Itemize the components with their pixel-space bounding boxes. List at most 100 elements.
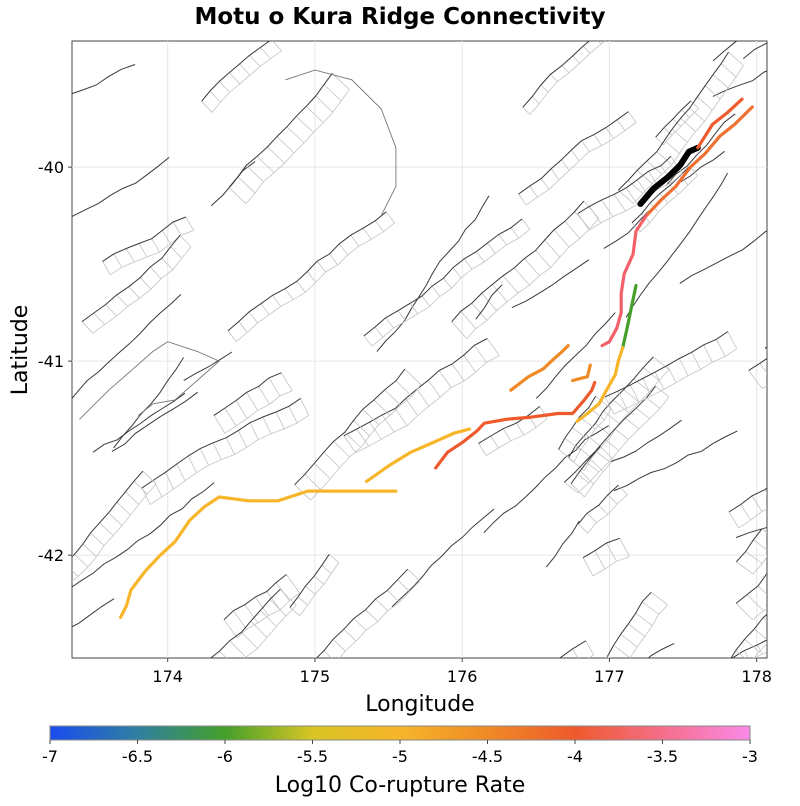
fault-patch-divider (765, 574, 767, 576)
fault-patch-divider (628, 623, 646, 637)
coastline (79, 341, 221, 420)
fault-patch-divider (656, 151, 673, 166)
fault-patch-divider (235, 400, 248, 419)
fault-patch-divider (407, 568, 421, 582)
fault-patch-divider (720, 665, 725, 674)
fault-patch-divider (362, 227, 372, 240)
fault-patch-divider (384, 389, 401, 406)
fault-trace (625, 172, 729, 318)
fault-trace (376, 195, 490, 352)
fault-patch-divider (728, 51, 744, 66)
fault-patch-divider (583, 200, 600, 219)
fault-patch-divider (262, 416, 272, 434)
fault-patch-divider (452, 267, 462, 279)
colorbar-ticks: -7 -6.5 -6 -5.5 -5 -4.5 -4 -3.5 -3 (42, 740, 758, 766)
fault-patch-divider (268, 377, 281, 397)
fault-patch-divider (572, 55, 580, 64)
fault-patch-divider (754, 628, 767, 641)
fault-patch-divider (595, 396, 612, 409)
fault-patch-divider (314, 463, 331, 480)
x-tick-label: 178 (741, 667, 772, 686)
fault-patch-divider (617, 485, 628, 496)
fault-patch-divider (650, 591, 668, 606)
fault-patch-divider (284, 288, 294, 300)
fault-trace (451, 200, 585, 323)
fault-patch-divider (630, 384, 640, 403)
fault-patch-divider (478, 443, 487, 456)
fault-patch-divider (584, 461, 600, 473)
fault-trace (72, 64, 136, 95)
fault-patch-divider (225, 437, 235, 455)
plot-area (71, 40, 768, 659)
fault-patch-divider (529, 185, 538, 198)
fault-trace (72, 294, 182, 400)
fault-patch-divider (185, 216, 195, 231)
colorbar (49, 725, 751, 741)
fault-patch-divider (614, 428, 629, 440)
fault-patch-divider (635, 407, 650, 420)
fault-patch-divider (777, 341, 790, 357)
fault-patch-divider (108, 512, 123, 526)
fault-patch-divider (344, 431, 362, 448)
fault-patch-divider (732, 657, 733, 658)
fault-patch-divider (625, 7, 632, 14)
fault-patch-edge (371, 228, 531, 347)
fault-patch-divider (793, 341, 800, 359)
fault-patch-edge (613, 348, 737, 415)
fault-patch-divider (305, 106, 324, 123)
fault-trace (564, 385, 656, 483)
fault-trace (748, 357, 767, 371)
fault-patch-divider (74, 554, 89, 568)
fault-patch-divider (421, 295, 431, 307)
fault-patch-divider (151, 238, 160, 253)
fault-patch-divider (548, 667, 556, 681)
fault-trace (647, 642, 675, 658)
fault-patch-divider (405, 398, 419, 416)
fault-trace (604, 331, 729, 398)
fault-trace (522, 41, 590, 108)
fault-patch-edge (752, 555, 767, 575)
rupture-yellow-main (119, 489, 398, 619)
fault-trace (559, 640, 587, 658)
fault-patch-divider (761, 528, 767, 534)
fault-patch-divider (558, 449, 575, 463)
fault-patch-divider (397, 310, 407, 322)
fault-patch-divider (286, 574, 300, 594)
fault-patch-divider (197, 669, 213, 685)
fault-patch-divider (720, 63, 737, 78)
fault-patch-divider (502, 428, 512, 442)
fault-patch-divider (572, 648, 579, 658)
fault-patch-divider (208, 660, 224, 676)
fault-patch-divider (593, 134, 603, 146)
fault-patch-divider (323, 451, 340, 468)
background-fault-network (72, 7, 800, 685)
fault-patch-divider (212, 442, 222, 460)
fault-patch-divider (353, 420, 370, 437)
fault-patch-divider (582, 45, 591, 54)
colorbar-tick-label: -4.5 (472, 747, 503, 766)
fault-patch-divider (597, 41, 602, 45)
fault-patch-edge (632, 65, 744, 204)
rupture-ne-lower (644, 105, 754, 218)
fault-patch-edge (245, 89, 350, 205)
fault-patch-divider (99, 522, 114, 536)
fault-patch-divider (604, 439, 620, 451)
fault-patch-edge (583, 369, 670, 471)
rupture-hikurangi-upper (600, 214, 648, 348)
fault-patch-divider (474, 345, 487, 363)
rupture-green-segment (621, 283, 638, 350)
fault-patch-divider (333, 441, 350, 458)
fault-patch-divider (603, 410, 620, 424)
fault-patch-edge (738, 508, 767, 529)
fault-patch-divider (272, 295, 282, 307)
fault-patch-divider (244, 604, 259, 624)
fault-patch-divider (90, 532, 105, 546)
fault-patch-divider (782, 632, 787, 641)
fault-trace (475, 284, 503, 320)
fault-patch-divider (633, 378, 650, 392)
fault-patch-divider (595, 450, 610, 462)
fault-patch-divider (664, 139, 680, 154)
colorbar-tick-label: -3.5 (647, 747, 678, 766)
fault-patch-divider (774, 563, 791, 579)
fault-patch-divider (606, 542, 617, 562)
